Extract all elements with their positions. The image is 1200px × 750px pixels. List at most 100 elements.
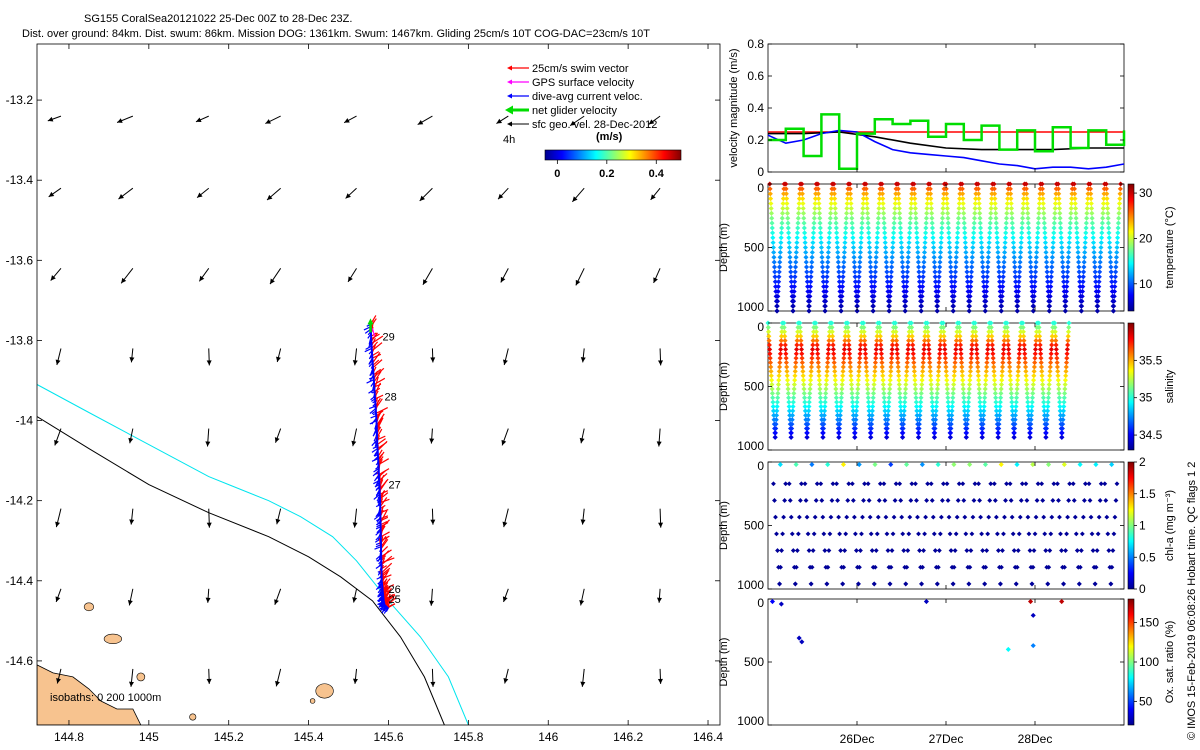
profile-point	[1033, 254, 1039, 260]
profile-point	[972, 210, 978, 216]
profile-point	[829, 329, 835, 335]
profile-point	[1007, 373, 1013, 379]
geo-vector	[502, 588, 509, 603]
profile-point	[845, 324, 851, 330]
profile-point	[767, 351, 773, 357]
profile-point	[864, 196, 870, 202]
profile-point	[1050, 244, 1056, 251]
profile-point	[1109, 564, 1115, 570]
profile-point	[953, 351, 959, 357]
profile-point	[1014, 382, 1020, 388]
profile-point	[1082, 235, 1089, 241]
profile-point	[1008, 205, 1015, 211]
profile-point	[1114, 244, 1120, 251]
profile-point	[900, 274, 906, 280]
profile-point	[983, 373, 989, 379]
profile-point	[951, 293, 957, 299]
profile-point	[1089, 215, 1095, 221]
chlorophyll-colorbar	[1127, 461, 1135, 590]
profile-point	[833, 382, 839, 388]
profile-point	[956, 324, 962, 330]
dac-vector	[369, 408, 377, 414]
profile-point	[918, 308, 924, 314]
profile-point	[881, 399, 887, 405]
profile-point	[1040, 382, 1046, 388]
profile-point	[1052, 200, 1058, 207]
profile-point	[1107, 254, 1113, 260]
profile-point	[1026, 531, 1032, 537]
profile-point	[1017, 346, 1023, 352]
geo-vector	[129, 348, 135, 363]
profile-point	[961, 399, 967, 405]
profile-point	[988, 329, 995, 335]
profile-point	[860, 196, 867, 202]
profile-point	[1055, 382, 1062, 388]
profile-point	[1106, 235, 1112, 241]
profile-point	[1111, 298, 1117, 304]
profile-point	[1000, 351, 1006, 357]
profile-point	[817, 382, 823, 388]
profile-point	[886, 303, 892, 309]
profile-point	[772, 498, 777, 503]
profile-point	[1040, 200, 1046, 207]
profile-point	[1054, 355, 1060, 361]
profile-point	[929, 399, 935, 405]
profile-point	[999, 377, 1005, 383]
profile-point	[907, 230, 913, 236]
profile-point	[1103, 181, 1109, 187]
profile-point	[852, 425, 858, 432]
profile-point	[879, 191, 886, 197]
profile-point	[916, 531, 921, 537]
profile-point	[868, 430, 874, 436]
profile-point	[892, 320, 898, 326]
map-frame	[36, 43, 721, 726]
profile-point	[905, 548, 911, 553]
profile-point	[1094, 308, 1100, 314]
profile-point	[774, 308, 780, 314]
profile-point	[848, 196, 854, 202]
profile-point	[783, 351, 789, 357]
profile-point	[888, 564, 894, 570]
geo-vector	[352, 348, 358, 366]
profile-point	[1095, 298, 1101, 304]
profile-point	[812, 196, 818, 202]
profile-point	[1017, 338, 1023, 344]
profile-point	[784, 373, 790, 379]
coastline-land	[37, 664, 142, 725]
profile-point	[873, 264, 879, 270]
profile-point	[1052, 215, 1058, 221]
profile-point	[825, 254, 831, 260]
profile-point	[809, 564, 815, 570]
profile-point	[1034, 240, 1040, 246]
profile-point	[914, 403, 920, 410]
profile-point	[1049, 514, 1055, 520]
profile-point	[861, 191, 867, 197]
profile-point	[800, 377, 806, 383]
profile-point	[833, 395, 839, 401]
profile-point	[945, 225, 952, 231]
legend-dac: dive-avg current veloc.	[507, 91, 643, 103]
profile-point	[1012, 421, 1018, 427]
profile-point	[774, 531, 779, 537]
profile-point	[980, 548, 986, 553]
profile-point	[836, 425, 842, 432]
profile-point	[948, 425, 954, 432]
profile-point	[941, 329, 947, 335]
dac-vector	[373, 493, 381, 500]
profile-point	[820, 425, 827, 432]
oxygen-y-tick-label: 500	[744, 655, 764, 669]
profile-point	[857, 264, 863, 270]
legend-label-swim: 25cm/s swim vector	[532, 63, 629, 75]
profile-point	[993, 408, 1000, 414]
profile-point	[845, 329, 851, 335]
profile-point	[889, 548, 895, 553]
profile-point	[937, 259, 943, 265]
profile-point	[773, 412, 780, 418]
profile-point	[946, 514, 952, 520]
profile-point	[1027, 430, 1033, 436]
profile-point	[1008, 196, 1014, 202]
profile-point	[1073, 215, 1079, 221]
profile-point	[789, 284, 795, 290]
profile-point	[883, 259, 889, 265]
profile-point	[929, 225, 936, 231]
